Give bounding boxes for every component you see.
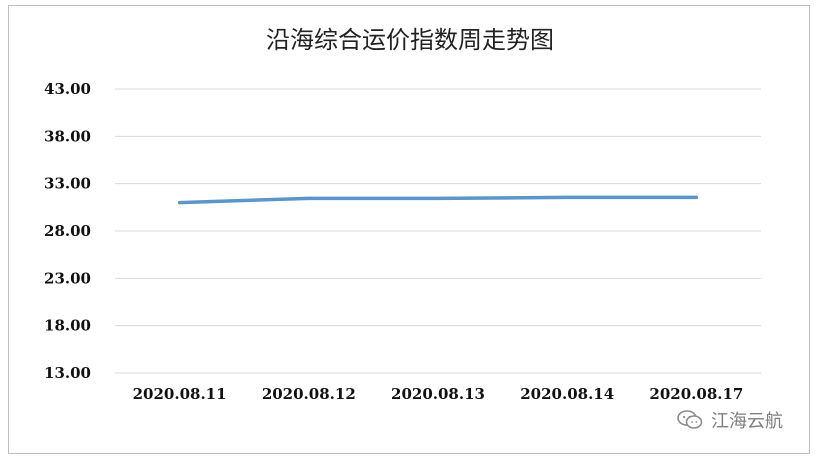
data-point xyxy=(436,196,440,200)
watermark-text: 江海云航 xyxy=(711,411,783,432)
x-tick-label: 2020.08.13 xyxy=(391,385,485,403)
series-layer xyxy=(177,195,699,205)
y-tick-label: 43.00 xyxy=(44,80,91,98)
y-tick-label: 28.00 xyxy=(44,222,91,240)
x-tick-label: 2020.08.12 xyxy=(262,385,356,403)
data-point xyxy=(565,195,569,199)
watermark: 江海云航 xyxy=(677,407,783,433)
data-point xyxy=(307,196,311,200)
data-point xyxy=(178,201,182,205)
x-axis-ticks: 2020.08.11 2020.08.12 2020.08.13 2020.08.14… xyxy=(133,385,744,403)
y-tick-label: 13.00 xyxy=(44,364,91,382)
x-tick-label: 2020.08.17 xyxy=(649,385,743,403)
y-tick-label: 23.00 xyxy=(44,269,91,287)
gridlines xyxy=(115,88,761,374)
y-axis-ticks: 13.00 18.00 23.00 28.00 33.00 38.00 43.00 xyxy=(44,80,91,382)
chart-frame: 沿海综合运价指数周走势图 13.00 18.00 23.00 28.00 33.00 38… xyxy=(8,5,810,454)
y-tick-label: 18.00 xyxy=(44,317,91,335)
data-point xyxy=(694,195,698,199)
y-tick-label: 38.00 xyxy=(44,127,91,145)
chart-title: 沿海综合运价指数周走势图 xyxy=(266,26,554,54)
x-tick-label: 2020.08.11 xyxy=(133,385,227,403)
wechat-icon xyxy=(677,410,703,429)
y-tick-label: 33.00 xyxy=(44,175,91,193)
x-tick-label: 2020.08.14 xyxy=(520,385,614,403)
line-chart: 沿海综合运价指数周走势图 13.00 18.00 23.00 28.00 33.00 38… xyxy=(44,26,761,403)
